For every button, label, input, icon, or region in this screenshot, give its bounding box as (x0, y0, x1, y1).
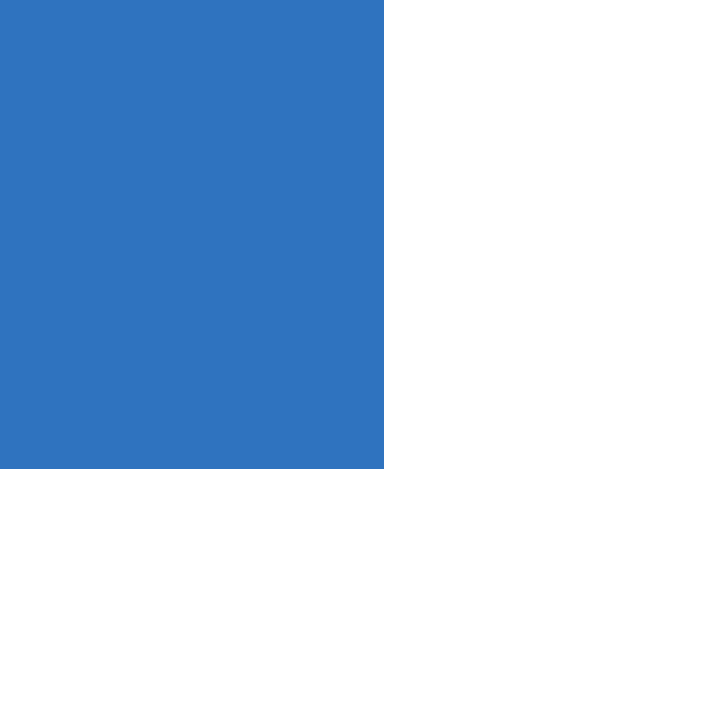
blue-rectangle (0, 0, 384, 469)
